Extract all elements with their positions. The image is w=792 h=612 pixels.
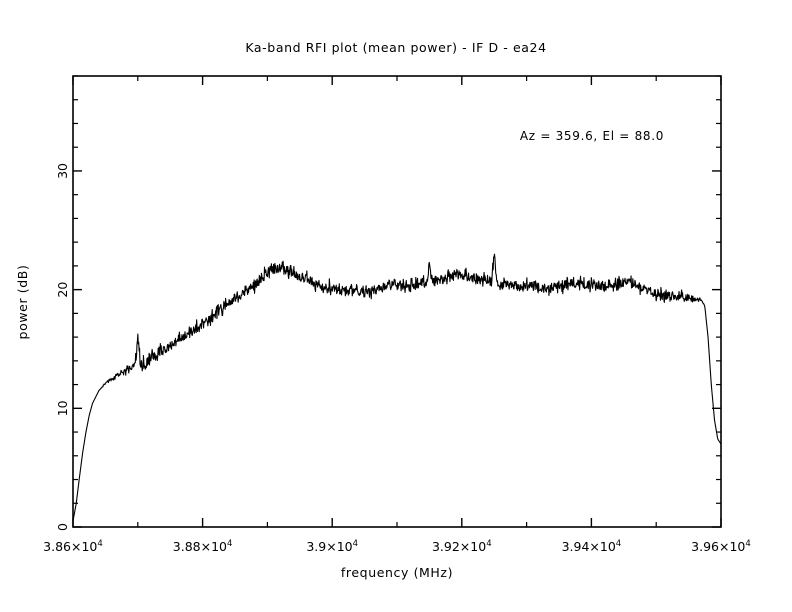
x-tick-label: 3.96×104 xyxy=(691,539,751,554)
y-tick-label: 0 xyxy=(55,523,70,531)
y-tick-labels: 0 10 20 30 xyxy=(55,163,70,531)
y-tick-label: 20 xyxy=(55,282,70,298)
plot-title: Ka-band RFI plot (mean power) - IF D - e… xyxy=(245,40,546,55)
x-tick-label: 3.86×104 xyxy=(43,539,103,554)
x-tick-label: 3.9×104 xyxy=(306,539,358,554)
x-tick-label: 3.94×104 xyxy=(562,539,622,554)
x-tick-label: 3.88×104 xyxy=(173,539,233,554)
axes-frame xyxy=(72,75,722,528)
y-tick-label: 30 xyxy=(55,163,70,179)
y-axis-label: power (dB) xyxy=(15,265,30,340)
y-tick-label: 10 xyxy=(55,400,70,416)
pointing-annotation: Az = 359.6, El = 88.0 xyxy=(520,129,664,143)
x-tick-label: 3.92×104 xyxy=(432,539,492,554)
spectrum-trace xyxy=(73,253,721,522)
x-tick-labels: 3.86×104 3.88×104 3.9×104 3.92×104 3.94×104 3… xyxy=(43,539,751,554)
x-axis-label: frequency (MHz) xyxy=(341,565,453,580)
